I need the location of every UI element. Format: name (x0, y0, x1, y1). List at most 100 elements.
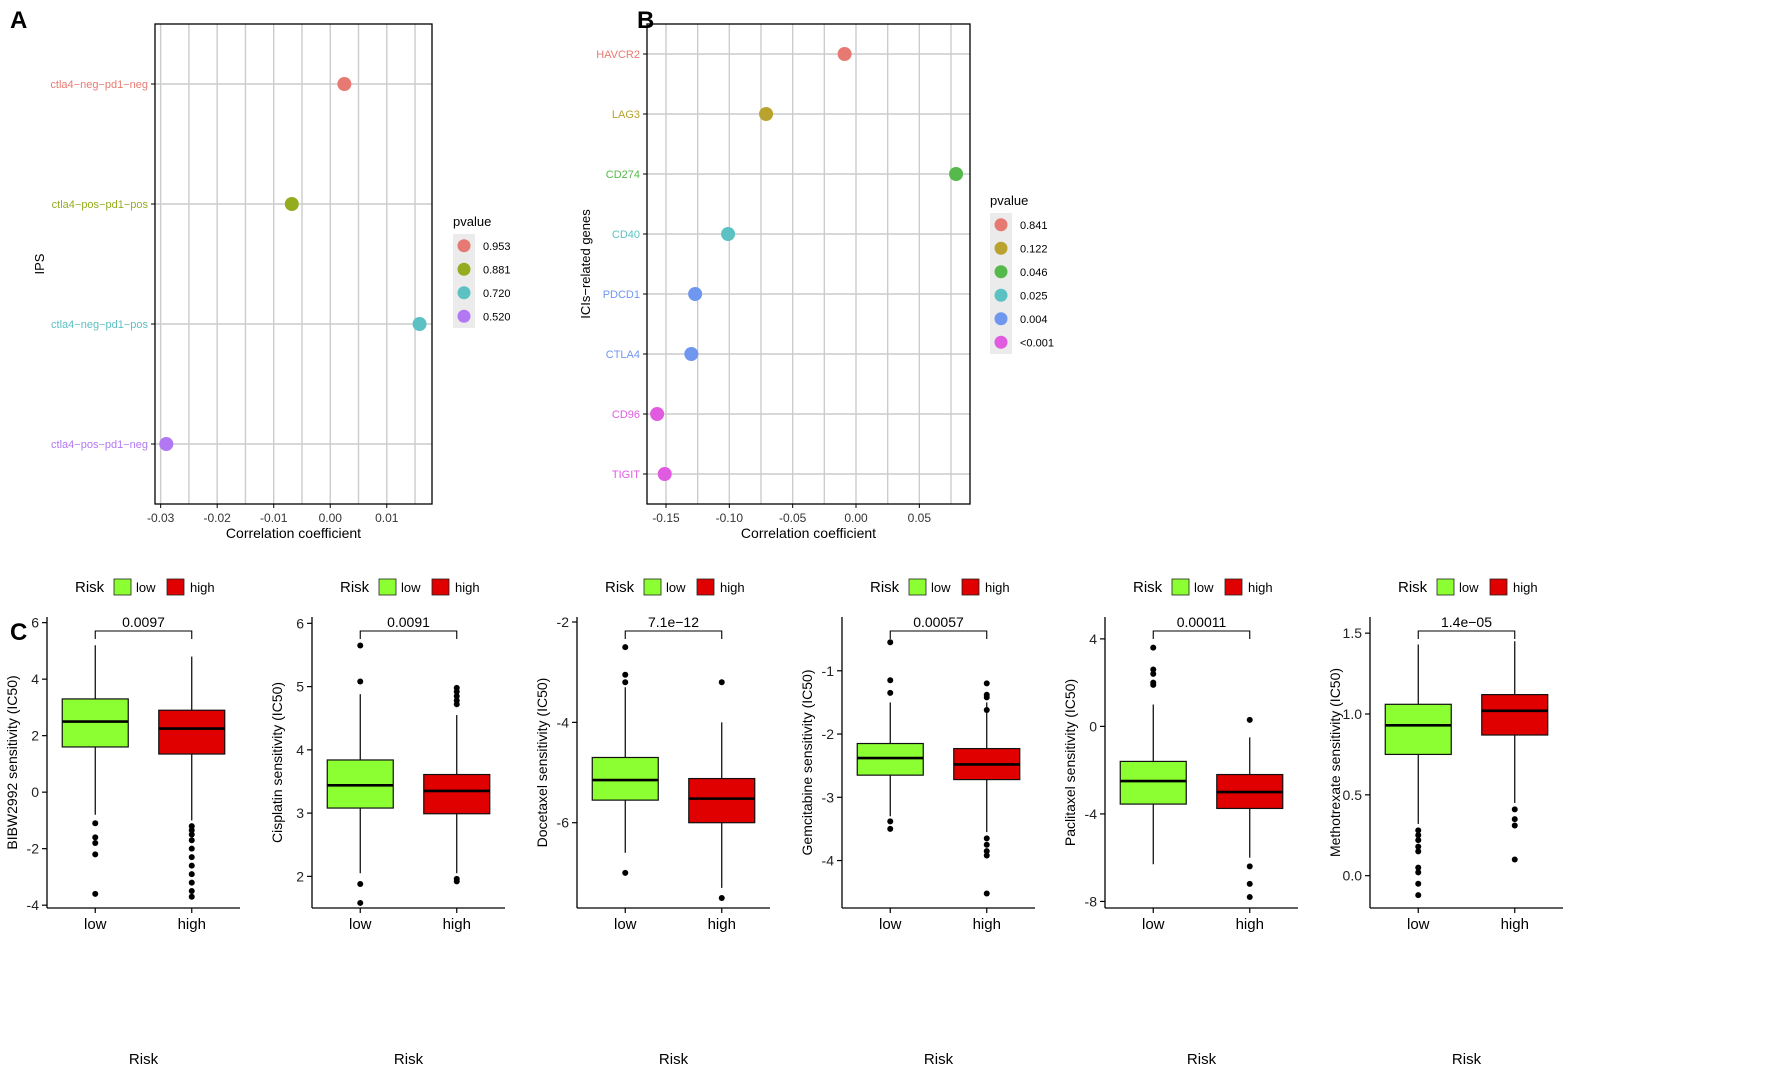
legend-label: 0.122 (1020, 243, 1048, 255)
outlier-point (1246, 880, 1253, 887)
outlier-point (453, 878, 460, 885)
legend-label: 0.841 (1020, 220, 1048, 232)
panel-a-dot-plot: -0.03 -0.02 -0.01 0.00 0.01 ctla4−neg−pd1−neg… (32, 23, 511, 541)
outlier-point (1150, 681, 1157, 688)
y-tick-label: -4 (27, 897, 40, 913)
x-tick-label: low (349, 916, 372, 933)
panel-c-boxplots: Risk low high -4 -2 0 2 4 6 low high Risk BIBW2992 s… (4, 578, 1563, 1068)
outlier-point (188, 837, 195, 844)
outlier-point (188, 893, 195, 900)
y-tick-label: -2 (822, 726, 835, 742)
outlier-point (887, 818, 894, 825)
outlier-point (1150, 644, 1157, 651)
legend-label-low: low (401, 580, 421, 595)
x-tick-label: high (1236, 916, 1264, 933)
y-tick-label: 1.0 (1343, 706, 1363, 722)
category-label: ctla4−neg−pd1−neg (50, 79, 148, 91)
y-axis-title: ICIs−related genes (578, 209, 593, 319)
outlier-point (1511, 816, 1518, 823)
y-axis-title: Cisplatin sensitivity (IC50) (269, 682, 285, 843)
outlier-point (887, 689, 894, 696)
x-tick-label: low (879, 916, 902, 933)
legend-label-high: high (190, 580, 215, 595)
y-tick-label: 2 (296, 868, 304, 884)
y-tick-label: 6 (296, 615, 304, 631)
legend-title: Risk (75, 579, 105, 596)
data-point (337, 77, 352, 91)
legend-key-background (990, 213, 1012, 354)
x-axis-title: Risk (129, 1051, 159, 1068)
outlier-point (188, 831, 195, 838)
outlier-point (188, 827, 195, 834)
significance-bracket (94, 630, 193, 639)
outlier-point (622, 644, 629, 651)
x-tick-label: -0.03 (147, 511, 175, 525)
outlier-point (1415, 832, 1422, 839)
y-tick-label: -2 (557, 614, 570, 630)
x-tick-label: high (443, 916, 471, 933)
legend-key (457, 239, 471, 253)
panel-label-a: A (10, 7, 27, 34)
y-tick-label: 1.5 (1343, 625, 1363, 641)
legend-key (457, 286, 471, 300)
outlier-point (983, 835, 990, 842)
legend-label-low: low (666, 580, 686, 595)
y-tick-label: 0.5 (1343, 787, 1363, 803)
x-tick-label: -0.02 (204, 511, 232, 525)
boxplot-2: Risk low high 2 3 4 5 6 low high Risk Cisplatin sen… (269, 578, 505, 1068)
outlier-point (357, 880, 364, 887)
category-label: CD40 (612, 229, 640, 241)
legend-label: <0.001 (1020, 337, 1054, 349)
p-value-label: 1.4e−05 (1441, 614, 1492, 630)
outlier-point (1511, 822, 1518, 829)
legend-label-high: high (985, 580, 1010, 595)
legend-key-low (643, 578, 662, 596)
x-tick-label: -0.10 (716, 511, 744, 525)
boxplot-3: Risk low high -6 -4 -2 low high Risk Docetaxel se… (534, 578, 770, 1068)
outlier-point (1415, 848, 1422, 855)
significance-bracket (1417, 630, 1516, 639)
x-axis-title: Risk (1452, 1051, 1482, 1068)
y-axis-title: Paclitaxel sensitivity (IC50) (1062, 679, 1078, 846)
legend-key-high (696, 578, 715, 596)
outlier-point (1246, 716, 1253, 723)
legend-label: 0.953 (483, 241, 511, 253)
category-label: LAG3 (612, 109, 640, 121)
legend-key (994, 312, 1008, 326)
legend-title: Risk (1133, 579, 1163, 596)
box-high (158, 709, 226, 755)
box-high (1481, 693, 1549, 736)
y-tick-label: 2 (31, 728, 39, 744)
x-axis-title: Risk (1187, 1051, 1217, 1068)
boxplot-6: Risk low high 0.0 0.5 1.0 1.5 low high Risk Methot… (1327, 578, 1563, 1068)
x-axis-title: Risk (659, 1051, 689, 1068)
legend-key-low (113, 578, 132, 596)
x-tick-label: 0.00 (319, 511, 343, 525)
legend-label-low: low (931, 580, 951, 595)
legend-label-high: high (1248, 580, 1273, 595)
legend-label: 0.046 (1020, 267, 1048, 279)
outlier-point (453, 688, 460, 695)
panel-label-c: C (10, 619, 27, 646)
y-tick-label: -6 (557, 815, 570, 831)
y-tick-label: -4 (1085, 806, 1098, 822)
outlier-point (983, 706, 990, 713)
data-point (159, 437, 174, 451)
data-point (284, 197, 299, 211)
p-value-label: 0.00011 (1177, 614, 1227, 630)
x-tick-label: -0.15 (652, 511, 680, 525)
legend-key-high (1489, 578, 1508, 596)
x-tick-label: 0.05 (908, 511, 932, 525)
box-low (1119, 760, 1187, 805)
outlier-point (188, 862, 195, 869)
legend-key (994, 288, 1008, 302)
y-tick-label: -3 (822, 789, 835, 805)
box-low (61, 698, 129, 748)
legend-title: pvalue (990, 193, 1028, 208)
y-tick-label: 0 (1089, 718, 1097, 734)
legend-key-high (166, 578, 185, 596)
box-low (1384, 703, 1452, 756)
legend-label-high: high (720, 580, 745, 595)
category-label: CD96 (612, 409, 640, 421)
outlier-point (1150, 670, 1157, 677)
